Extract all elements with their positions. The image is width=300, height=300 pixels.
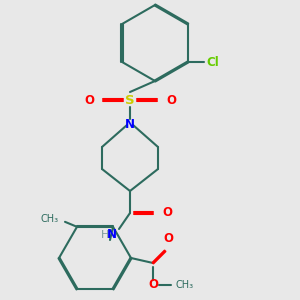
Text: N: N xyxy=(125,118,135,131)
Text: O: O xyxy=(162,206,172,220)
Text: O: O xyxy=(148,278,158,292)
Text: O: O xyxy=(163,232,173,245)
Text: H: H xyxy=(101,230,109,240)
Text: N: N xyxy=(107,229,117,242)
Text: O: O xyxy=(84,94,94,106)
Text: Cl: Cl xyxy=(206,56,219,68)
Text: O: O xyxy=(166,94,176,106)
Text: CH₃: CH₃ xyxy=(176,280,194,290)
Text: CH₃: CH₃ xyxy=(41,214,59,224)
Text: S: S xyxy=(125,94,135,106)
